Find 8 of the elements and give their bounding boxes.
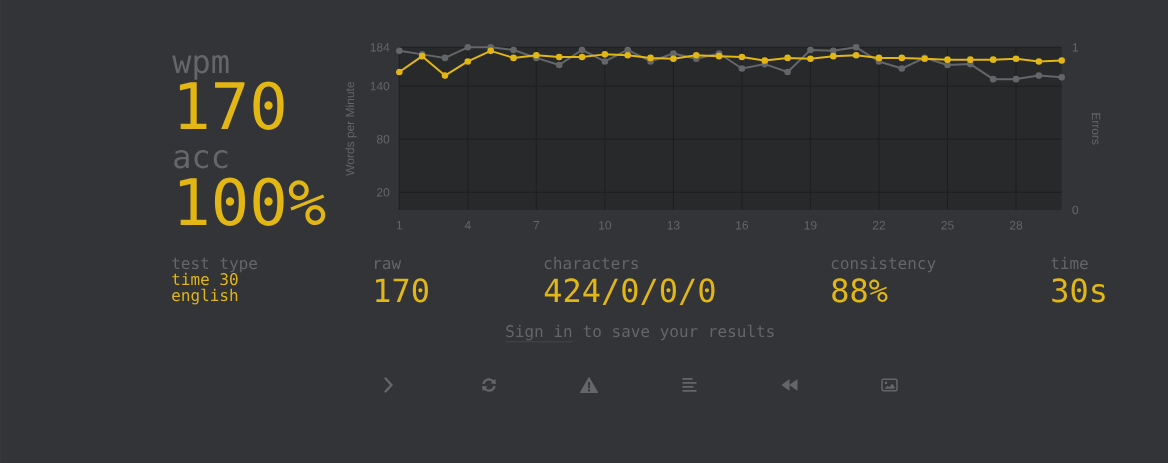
text: 100%	[179, 177, 326, 226]
text: 30s	[1052, 278, 1105, 303]
text: 170	[376, 278, 428, 303]
text: english	[172, 288, 238, 305]
text: time 30	[172, 272, 238, 286]
text: 424/0/0/0	[544, 278, 715, 305]
text: 88%	[832, 278, 888, 303]
text: 170	[179, 81, 284, 130]
